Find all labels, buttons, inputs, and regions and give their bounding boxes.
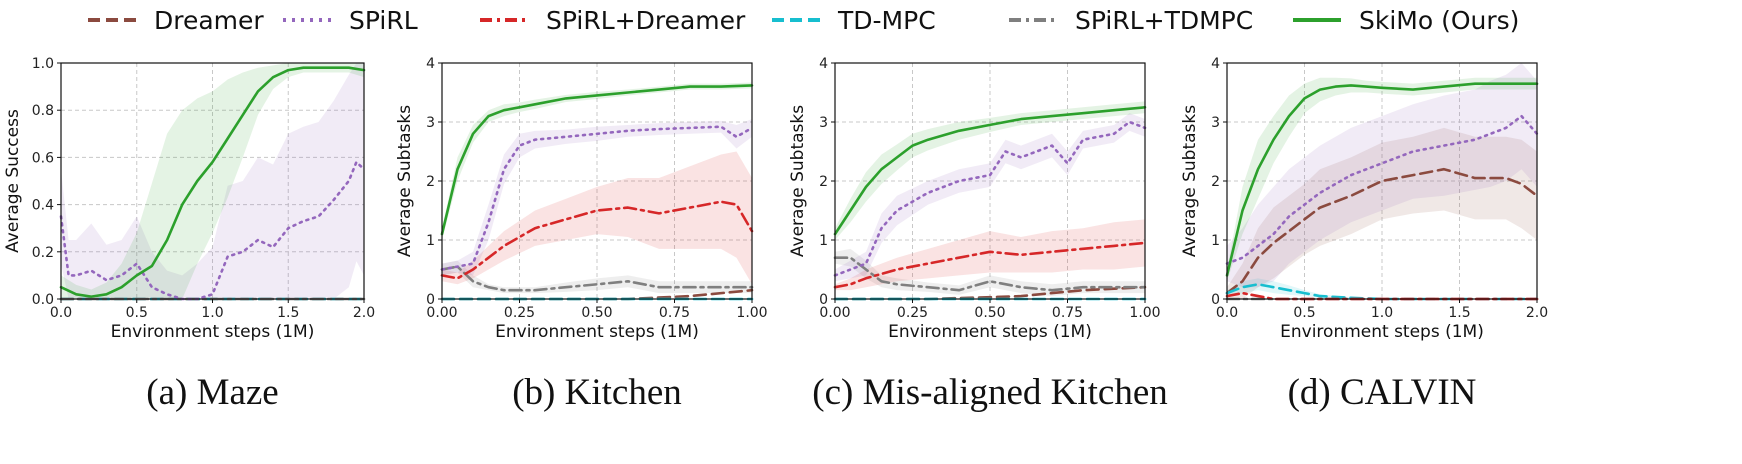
y-tick-label: 2 (819, 174, 828, 190)
legend-label-spirl-tdmpc: SPiRL+TDMPC (1075, 6, 1253, 35)
x-tick-label: 1.00 (736, 305, 767, 321)
y-axis-label: Average Subtasks (1180, 105, 1200, 257)
series-line-skimo-ours (59, 66, 366, 298)
legend-entry-skimo-ours: SkiMo (Ours) (1293, 6, 1519, 35)
legend-label-dreamer: Dreamer (154, 6, 264, 35)
band-spirl-tdmpc (835, 248, 1145, 297)
y-tick-label: 4 (819, 56, 828, 72)
x-tick-label: 0.00 (426, 305, 457, 321)
y-tick-label: 1.0 (32, 56, 54, 72)
y-tick-label: 1 (426, 233, 435, 249)
x-tick-label: 2.0 (1526, 305, 1548, 321)
y-axis-label: Average Subtasks (395, 105, 415, 257)
subfigure-caption: (d) CALVIN (1288, 372, 1477, 413)
series-line-skimo-ours (440, 84, 754, 236)
series-line-spirl-tdmpc (833, 256, 1147, 292)
legend-label-spirl-dreamer: SPiRL+Dreamer (546, 6, 746, 35)
y-axis-label: Average Subtasks (788, 105, 808, 257)
subfigure-caption: (a) Maze (146, 372, 278, 413)
y-tick-label: 4 (1211, 56, 1220, 72)
x-tick-label: 2.0 (353, 305, 375, 321)
x-tick-label: 0.75 (659, 305, 690, 321)
band-spirl (835, 113, 1145, 282)
y-tick-label: 2 (1211, 174, 1220, 190)
series-line-spirl (440, 125, 754, 271)
x-axis-label: Environment steps (1M) (1280, 322, 1484, 342)
x-tick-label: 0.25 (504, 305, 535, 321)
series-line-dreamer (1225, 167, 1539, 295)
legend-entry-dreamer: Dreamer (88, 6, 264, 35)
x-tick-label: 0.5 (1293, 305, 1315, 321)
subfigure-caption: (c) Mis-aligned Kitchen (812, 372, 1168, 413)
series-line-spirl-dreamer (440, 200, 754, 280)
y-tick-label: 3 (819, 115, 828, 131)
chart-legend: Dreamer SPiRL SPiRL+Dreamer TD-MPC SPiRL+TDM… (88, 6, 1519, 35)
band-skimo-ours (61, 63, 364, 299)
legend-entry-spirl-dreamer: SPiRL+Dreamer (480, 6, 746, 35)
chart-panel-4: 0.0 0.5 1.0 1.5 2.0 0 1 2 3 4 Environment steps (1… (1180, 56, 1548, 413)
series-line-spirl (1225, 114, 1539, 265)
band-spirl (61, 63, 364, 299)
series-line-spirl-dreamer (833, 241, 1147, 289)
legend-label-spirl: SPiRL (349, 6, 418, 35)
y-tick-label: 0.2 (32, 245, 54, 261)
y-tick-label: 4 (426, 56, 435, 72)
charts-area: 0.0 0.5 1.0 1.5 2.00.00.20.40.60.81.0Environ… (3, 56, 1548, 413)
series-line-spirl (59, 160, 366, 301)
y-tick-label: 0.8 (32, 103, 54, 119)
legend-entry-td-mpc: TD-MPC (772, 6, 936, 35)
y-tick-label: 2 (426, 174, 435, 190)
legend-entry-spirl-tdmpc: SPiRL+TDMPC (1009, 6, 1253, 35)
x-axis-label: Environment steps (1M) (495, 322, 699, 342)
legend-label-td-mpc: TD-MPC (837, 6, 936, 35)
x-tick-label: 0.5 (126, 305, 148, 321)
chart-panel-1: 0.0 0.5 1.0 1.5 2.00.00.20.40.60.81.0Environ… (3, 56, 375, 413)
x-axis-label: Environment steps (1M) (111, 322, 315, 342)
x-tick-label: 0.50 (581, 305, 612, 321)
legend-entry-spirl: SPiRL (283, 6, 418, 35)
chart-panel-3: 0.00 0.25 0.50 0.75 1.00 0 1 2 3 4 Environment ste… (788, 56, 1168, 413)
y-tick-label: 0.6 (32, 150, 54, 166)
band-spirl-tdmpc (442, 260, 752, 294)
series-line-skimo-ours (1225, 82, 1539, 277)
y-tick-label: 0.0 (32, 292, 54, 308)
x-axis-label: Environment steps (1M) (888, 322, 1092, 342)
x-tick-label: 0.0 (1216, 305, 1238, 321)
band-spirl (442, 119, 752, 276)
x-tick-label: 0.25 (897, 305, 928, 321)
band-skimo-ours (835, 101, 1145, 240)
y-tick-label: 0.4 (32, 198, 54, 214)
series-line-spirl (833, 120, 1147, 277)
legend-label-skimo-ours: SkiMo (Ours) (1359, 6, 1519, 35)
x-tick-label: 1.0 (1371, 305, 1393, 321)
x-tick-label: 1.5 (1448, 305, 1470, 321)
subfigure-caption: (b) Kitchen (512, 372, 682, 413)
series-line-spirl-tdmpc (440, 265, 754, 292)
x-tick-label: 0.0 (50, 305, 72, 321)
x-tick-label: 0.75 (1052, 305, 1083, 321)
x-tick-label: 1.00 (1129, 305, 1160, 321)
band-spirl-dreamer (835, 219, 1145, 291)
y-tick-label: 0 (1211, 292, 1220, 308)
y-tick-label: 0 (426, 292, 435, 308)
chart-panel-2: 0.00 0.25 0.50 0.75 1.00 0 1 2 3 4 Environment ste… (395, 56, 768, 413)
band-spirl-dreamer (442, 151, 752, 285)
y-tick-label: 1 (819, 233, 828, 249)
x-tick-label: 1.0 (201, 305, 223, 321)
y-tick-label: 3 (1211, 115, 1220, 131)
y-tick-label: 0 (819, 292, 828, 308)
y-tick-label: 3 (426, 115, 435, 131)
band-dreamer (1227, 127, 1537, 300)
x-tick-label: 1.5 (277, 305, 299, 321)
y-tick-label: 1 (1211, 233, 1220, 249)
x-tick-label: 0.00 (819, 305, 850, 321)
band-spirl (1227, 63, 1537, 288)
series-line-skimo-ours (833, 105, 1147, 236)
x-tick-label: 0.50 (974, 305, 1005, 321)
y-axis-label: Average Success (3, 109, 23, 253)
